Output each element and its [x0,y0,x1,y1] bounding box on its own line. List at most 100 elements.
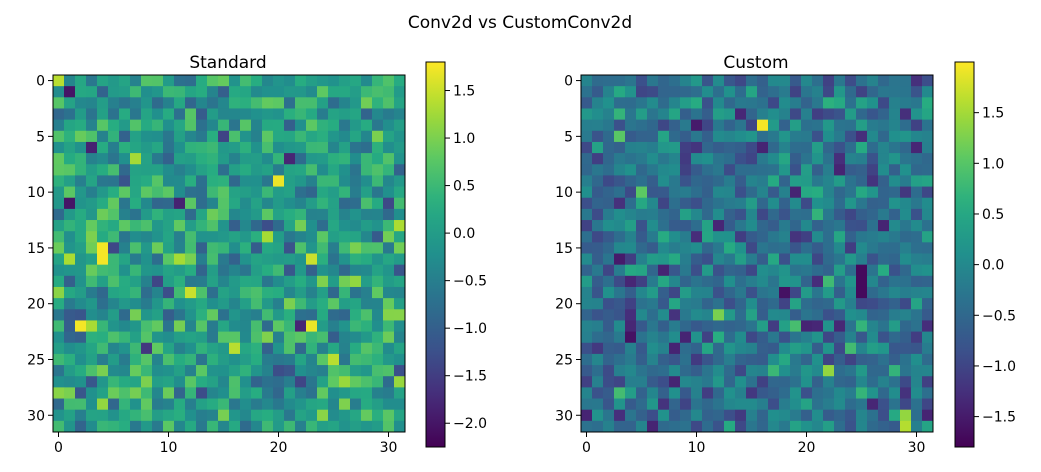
heatmap-cell [295,86,307,98]
heatmap-cell [207,286,219,299]
heatmap-cell [779,398,791,411]
heatmap-cell [152,141,164,154]
heatmap-cell [757,186,769,199]
heatmap-cell [801,264,813,277]
heatmap-cell [790,298,802,310]
heatmap-cell [394,220,406,232]
heatmap-cell [372,231,384,243]
heatmap-cell [856,309,868,321]
heatmap-cell [317,186,329,199]
heatmap-cell [130,320,142,332]
heatmap-cell [141,409,153,422]
heatmap-cell [196,220,208,232]
heatmap-cell [911,108,923,121]
heatmap-cell [845,253,857,266]
heatmap-cell [251,365,263,377]
heatmap-cell [735,175,747,187]
heatmap-cell [724,141,736,154]
heatmap-cell [922,242,934,254]
heatmap-cell [273,275,285,288]
heatmap-cell [284,231,296,243]
heatmap-cell [130,75,142,87]
heatmap-cell [328,331,340,344]
heatmap-cell [746,141,758,154]
heatmap-cell [713,409,725,422]
heatmap-cell [64,164,76,176]
heatmap-cell [658,353,670,366]
heatmap-cell [64,197,76,210]
heatmap-cell [119,175,131,187]
colorbar-tick-label: −0.5 [453,274,487,290]
heatmap-cell [218,353,230,366]
heatmap-cell [625,164,637,176]
heatmap-cell [702,186,714,199]
heatmap-cell [141,331,153,344]
heatmap-cell [757,420,769,433]
heatmap-cell [339,153,351,165]
heatmap-cell [97,86,109,98]
heatmap-cell [284,286,296,299]
heatmap-cell [75,420,87,433]
heatmap-cell [64,97,76,109]
heatmap-cell [603,175,615,187]
heatmap-cell [86,208,98,221]
heatmap-cell [240,119,252,132]
heatmap-cell [163,197,175,210]
heatmap-cell [878,264,890,277]
heatmap-cell [339,365,351,377]
heatmap-cell [152,365,164,377]
heatmap-cell [130,97,142,109]
heatmap-cell [878,342,890,355]
heatmap-cell [592,342,604,355]
heatmap-cell [834,420,846,433]
heatmap-cell [603,420,615,433]
colorbar [426,62,445,447]
heatmap-cell [174,353,186,366]
heatmap-cell [889,398,901,411]
heatmap-cell [768,298,780,310]
heatmap-cell [691,119,703,132]
heatmap-cell [284,130,296,143]
heatmap-cell [790,119,802,132]
heatmap-cell [196,130,208,143]
heatmap-cell [581,231,593,243]
heatmap-cell [152,286,164,299]
heatmap-cell [229,208,241,221]
heatmap-cell [251,264,263,277]
heatmap-cell [636,409,648,422]
heatmap-cell [207,175,219,187]
heatmap-cell [669,97,681,109]
heatmap-cell [702,286,714,299]
heatmap-cell [658,342,670,355]
heatmap-cell [86,331,98,344]
heatmap-cell [636,141,648,154]
heatmap-cell [746,353,758,366]
heatmap-cell [669,387,681,399]
heatmap-cell [790,398,802,411]
heatmap-cell [900,376,912,388]
heatmap-cell [790,275,802,288]
heatmap-cell [295,242,307,254]
heatmap-cell [361,387,373,399]
heatmap-cell [768,119,780,132]
heatmap-cell [702,331,714,344]
heatmap-cell [702,309,714,321]
heatmap-cell [240,164,252,176]
heatmap-cell [823,286,835,299]
heatmap-cell [603,197,615,210]
heatmap-cell [163,286,175,299]
heatmap-cell [867,331,879,344]
heatmap-cell [383,342,395,355]
heatmap-cell [834,197,846,210]
heatmap-cell [394,275,406,288]
heatmap-cell [108,298,120,310]
heatmap-cell [163,342,175,355]
heatmap-cell [911,186,923,199]
heatmap-cell [603,342,615,355]
heatmap-cell [229,309,241,321]
heatmap-cell [768,320,780,332]
heatmap-cell [581,119,593,132]
heatmap-cell [867,242,879,254]
heatmap-cell [383,186,395,199]
heatmap-cell [768,242,780,254]
